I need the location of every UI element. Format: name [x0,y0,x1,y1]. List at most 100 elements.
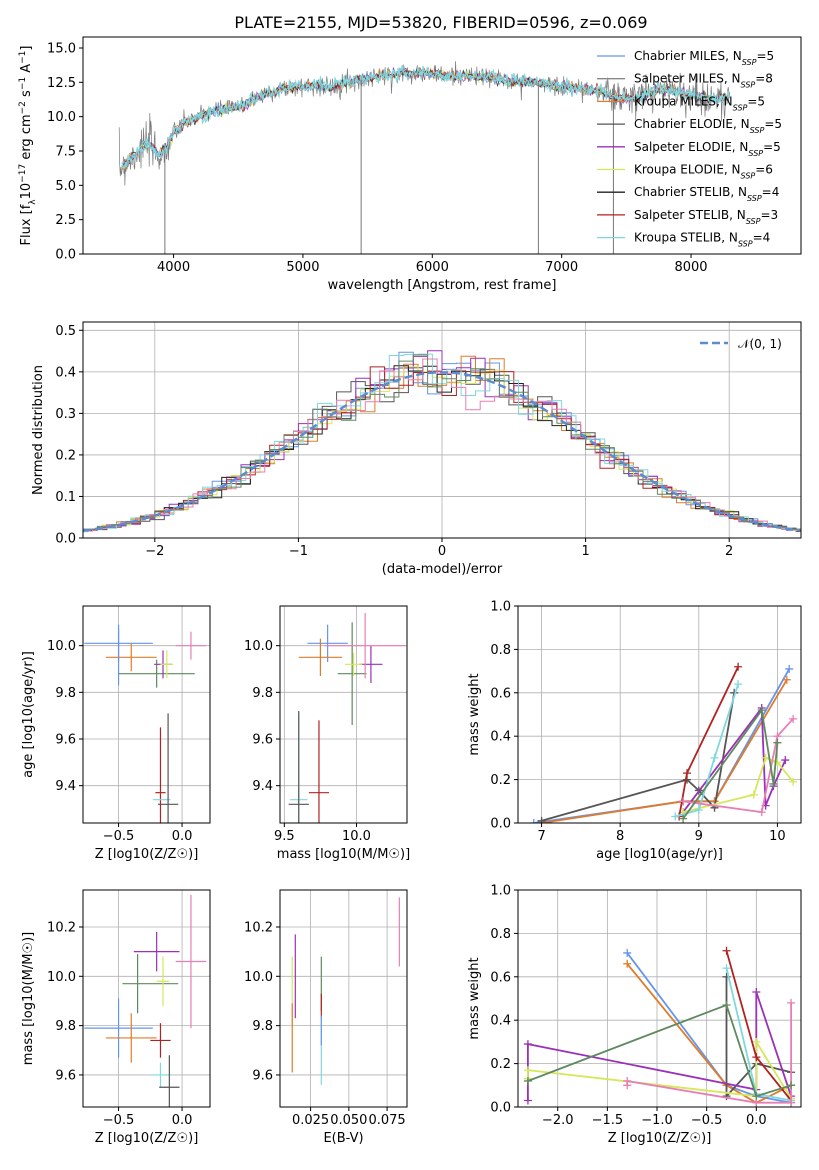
y-tick-label: 0.0 [490,817,511,832]
histogram-panel: −2 −1 0 1 2 0.0 0.1 0.2 0.3 0.4 0.5 (data-model)/er… [31,321,802,577]
title-group: PLATE=2155, MJD=53820, FIBERID=0596, z=0… [234,13,647,32]
axes-frame [517,605,802,824]
axes-frame [82,36,802,255]
weight-series [626,1002,792,1104]
y-tick-label: 0.0 [55,248,76,263]
weight-series [527,1003,792,1098]
y-tick-label: 9.4 [55,779,76,794]
errorbar-point [175,631,207,660]
x-tick-label: −0.5 [691,1113,723,1128]
x-axis-label: (data-model)/error [382,562,503,577]
y-tick-label: 0.8 [490,927,511,942]
weight-marker [787,1081,796,1090]
y-tick-label: 0.1 [55,490,76,505]
legend-label: Kroupa STELIB, NSSP=4 [634,231,770,249]
errorbar-point [175,894,207,1029]
mass-weight-vs-age-panel: 7 8 9 10 0.0 0.2 0.4 0.6 0.8 1.0 age [log10(age/yr… [467,600,802,862]
chart-title: PLATE=2155, MJD=53820, FIBERID=0596, z=0… [234,13,647,32]
weight-marker [749,790,758,799]
weight-series [682,707,779,820]
weight-marker [789,714,798,723]
y-axis-label: mass weight [467,673,482,755]
x-tick-label: 0.0 [746,1113,767,1128]
x-tick-label: 6000 [416,260,449,275]
weight-marker [782,675,791,684]
y-tick-label: 9.8 [252,1019,273,1034]
x-tick-label: 0.075 [368,1113,405,1128]
weight-marker [773,738,782,747]
weight-marker [694,805,703,814]
y-tick-label: 0.2 [55,448,76,463]
legend-label: Chabrier MILES, NSSP=5 [634,49,774,67]
x-tick-label: 0.025 [292,1113,329,1128]
axes-frame [82,889,211,1108]
x-tick-label: 8 [616,829,624,844]
errorbar-point [344,652,363,676]
y-tick-label: 9.8 [55,1019,76,1034]
legend-label: Kroupa MILES, NSSP=5 [634,94,765,112]
weight-lines [523,946,796,1107]
errorbar-point [308,720,330,823]
spectrum-lines [118,61,731,254]
weight-series [541,679,788,823]
errorbar-point [84,998,153,1058]
weight-marker [752,1053,761,1062]
x-tick-label: −1.0 [641,1113,673,1128]
errorbar-points [288,613,406,823]
errorbar-point [156,956,170,1006]
y-tick-label: 0.3 [55,407,76,422]
x-axis-label: Z [log10(Z/Z☉)] [608,1131,712,1146]
errorbar-point [307,624,348,662]
errorbar-point [133,931,180,972]
weight-marker [623,959,632,968]
mass-vs-EBV-panel: 0.025 0.050 0.075 9.6 9.8 10.0 10.2 E(B-V) [244,889,408,1146]
x-tick-label: 4000 [157,260,190,275]
weight-marker [523,1076,532,1085]
weight-marker [789,777,798,786]
weight-marker [781,756,790,765]
y-tick-label: 0.4 [490,1014,511,1029]
weight-series [678,666,739,817]
legend-label: Chabrier ELODIE, NSSP=5 [634,117,782,135]
x-axis-label: mass [log10(M/M☉)] [277,847,410,862]
histogram-steps [83,350,801,533]
x-tick-label: 10 [769,829,786,844]
x-tick-label: 9 [695,829,703,844]
weight-series [682,718,794,814]
y-tick-label: 0.6 [490,686,511,701]
errorbar-point [105,1013,157,1063]
x-tick-label: −1.5 [592,1113,624,1128]
legend-label: Chabrier STELIB, NSSP=4 [634,185,779,203]
y-tick-label: 9.6 [55,1068,76,1083]
x-tick-label: −0.5 [103,829,135,844]
y-axis-label: Normed distribution [31,365,46,495]
x-tick-label: −0.5 [103,1113,135,1128]
weight-marker [787,998,796,1007]
y-tick-label: 0.2 [490,773,511,788]
weight-marker [722,1001,731,1010]
y-tick-label: 12.5 [47,76,76,91]
errorbar-point [150,1023,171,1058]
y-axis-label: age [log10(age/yr)] [21,651,36,778]
axes-frame [517,889,802,1108]
weight-marker [679,814,688,823]
y-tick-label: 10.2 [244,920,273,935]
y-tick-label: 10.0 [47,970,76,985]
y-tick-label: 0.8 [490,643,511,658]
errorbar-point [337,622,367,725]
weight-series [725,950,792,1102]
x-tick-label: 2 [725,544,733,559]
weight-marker [769,779,778,788]
x-tick-label: 0 [438,544,446,559]
y-tick-label: 10.2 [47,920,76,935]
y-axis-label: mass weight [467,957,482,1039]
x-axis-label: Z [log10(Z/Z☉)] [95,847,199,862]
errorbar-point [160,650,174,679]
weight-marker [757,808,766,817]
y-axis-label: Flux [fλ10−17 erg cm−2 s−1 A−1] [18,46,38,246]
errorbar-point [157,713,179,823]
mass-vs-Z-panel: −0.5 0.0 9.6 9.8 10.0 10.2 Z [log10(Z/Z☉)] mass… [21,889,211,1146]
y-tick-label: 9.8 [252,686,273,701]
weight-marker [722,946,731,955]
